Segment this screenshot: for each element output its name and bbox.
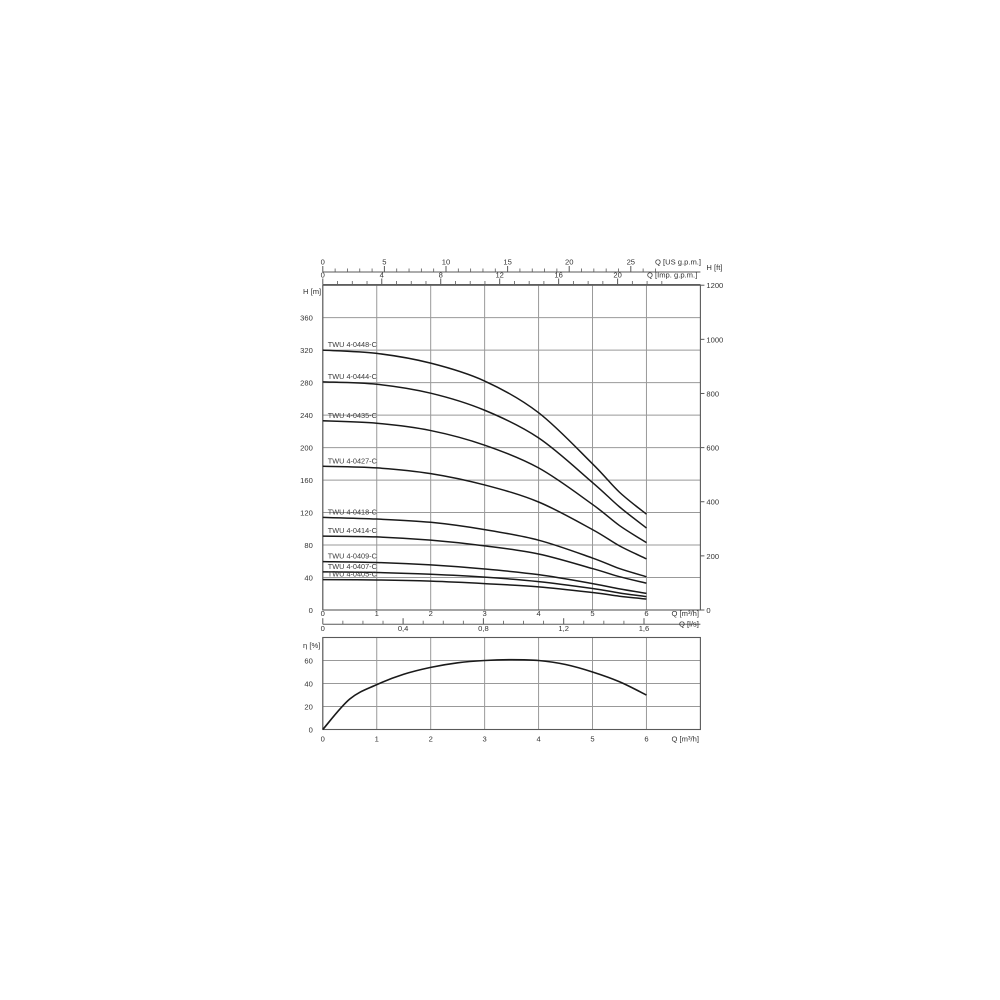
svg-text:0,4: 0,4 [398, 624, 409, 633]
svg-text:40: 40 [304, 680, 312, 689]
svg-text:0: 0 [321, 271, 325, 280]
svg-text:4: 4 [536, 735, 540, 744]
svg-text:320: 320 [300, 346, 313, 355]
svg-text:80: 80 [304, 541, 312, 550]
svg-text:4: 4 [380, 271, 384, 280]
svg-text:20: 20 [613, 271, 621, 280]
svg-text:1,2: 1,2 [558, 624, 569, 633]
svg-text:6: 6 [644, 609, 648, 618]
svg-text:20: 20 [565, 258, 573, 267]
svg-text:0: 0 [321, 258, 325, 267]
svg-text:Q [m³/h]: Q [m³/h] [672, 609, 699, 618]
svg-text:1000: 1000 [706, 335, 723, 344]
svg-text:TWU 4-0414-C: TWU 4-0414-C [328, 526, 377, 535]
svg-text:TWU 4-0444-C: TWU 4-0444-C [328, 372, 377, 381]
svg-text:η [%]: η [%] [303, 641, 320, 650]
svg-text:60: 60 [304, 657, 312, 666]
svg-text:0: 0 [309, 726, 313, 735]
svg-text:5: 5 [382, 258, 386, 267]
svg-text:0: 0 [309, 606, 313, 615]
svg-text:0: 0 [321, 735, 325, 744]
svg-text:800: 800 [706, 389, 719, 398]
svg-text:Q [l/s]: Q [l/s] [679, 620, 699, 629]
svg-text:10: 10 [442, 258, 450, 267]
svg-text:5: 5 [590, 609, 594, 618]
svg-text:TWU 4-0435-C: TWU 4-0435-C [328, 411, 377, 420]
svg-text:4: 4 [536, 609, 540, 618]
svg-text:0: 0 [321, 624, 325, 633]
svg-text:1200: 1200 [706, 281, 723, 290]
svg-text:200: 200 [706, 552, 719, 561]
svg-text:5: 5 [590, 735, 594, 744]
svg-text:TWU 4-0405-C: TWU 4-0405-C [328, 570, 377, 579]
svg-text:20: 20 [304, 703, 312, 712]
svg-text:TWU 4-0418-C: TWU 4-0418-C [328, 507, 377, 516]
svg-text:600: 600 [706, 444, 719, 453]
svg-text:12: 12 [495, 271, 503, 280]
svg-text:6: 6 [644, 735, 648, 744]
svg-text:Q [US g.p.m.]: Q [US g.p.m.] [655, 258, 701, 267]
svg-text:1,6: 1,6 [639, 624, 650, 633]
svg-text:25: 25 [627, 258, 635, 267]
svg-text:3: 3 [483, 609, 487, 618]
svg-text:0: 0 [706, 606, 710, 615]
svg-text:H [m]: H [m] [303, 287, 321, 296]
svg-text:H [ft]: H [ft] [706, 263, 722, 272]
svg-text:TWU 4-0427-C: TWU 4-0427-C [328, 456, 377, 465]
svg-text:0: 0 [321, 609, 325, 618]
svg-text:15: 15 [503, 258, 511, 267]
svg-text:1: 1 [375, 735, 379, 744]
svg-text:2: 2 [429, 735, 433, 744]
svg-text:360: 360 [300, 314, 313, 323]
svg-text:280: 280 [300, 379, 313, 388]
svg-text:16: 16 [554, 271, 562, 280]
svg-text:TWU 4-0409-C: TWU 4-0409-C [328, 552, 377, 561]
svg-text:240: 240 [300, 411, 313, 420]
svg-text:Q [Imp. g.p.m.]: Q [Imp. g.p.m.] [647, 271, 697, 280]
svg-text:160: 160 [300, 476, 313, 485]
svg-text:1: 1 [375, 609, 379, 618]
svg-text:400: 400 [706, 498, 719, 507]
svg-text:8: 8 [439, 271, 443, 280]
svg-text:120: 120 [300, 509, 313, 518]
svg-text:40: 40 [304, 574, 312, 583]
svg-text:3: 3 [483, 735, 487, 744]
svg-text:2: 2 [429, 609, 433, 618]
svg-text:TWU 4-0448-C: TWU 4-0448-C [328, 340, 377, 349]
svg-text:Q [m³/h]: Q [m³/h] [672, 735, 699, 744]
svg-text:200: 200 [300, 444, 313, 453]
svg-text:0,8: 0,8 [478, 624, 489, 633]
